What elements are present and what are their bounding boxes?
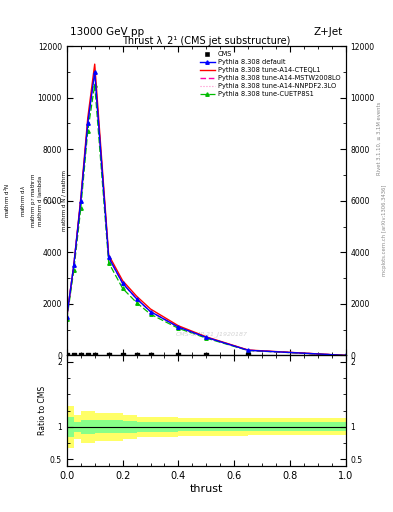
Title: Thrust λ_2¹ (CMS jet substructure): Thrust λ_2¹ (CMS jet substructure): [122, 35, 290, 46]
Text: mcplots.cern.ch [arXiv:1306.3436]: mcplots.cern.ch [arXiv:1306.3436]: [382, 185, 387, 276]
X-axis label: thrust: thrust: [190, 483, 223, 494]
Pythia 8.308 tune-A14-CTEQL1: [72, 262, 76, 268]
Pythia 8.308 tune-A14-NNPDF2.3LO: [85, 118, 90, 124]
Pythia 8.308 tune-A14-NNPDF2.3LO: [120, 280, 125, 286]
Text: 13000 GeV pp: 13000 GeV pp: [70, 27, 144, 37]
Line: Pythia 8.308 tune-A14-NNPDF2.3LO: Pythia 8.308 tune-A14-NNPDF2.3LO: [67, 69, 346, 355]
Pythia 8.308 default: [64, 314, 69, 320]
Pythia 8.308 tune-A14-CTEQL1: [176, 323, 181, 329]
Y-axis label: Ratio to CMS: Ratio to CMS: [38, 386, 47, 435]
Pythia 8.308 tune-CUETP8S1: [148, 311, 153, 317]
Line: Pythia 8.308 tune-A14-CTEQL1: Pythia 8.308 tune-A14-CTEQL1: [67, 64, 346, 355]
Pythia 8.308 tune-CUETP8S1: [120, 285, 125, 291]
Pythia 8.308 default: [92, 69, 97, 75]
CMS: [175, 351, 182, 359]
Pythia 8.308 tune-A14-NNPDF2.3LO: [79, 197, 83, 203]
Pythia 8.308 tune-A14-MSTW2008LO: [134, 295, 139, 302]
Pythia 8.308 default: [246, 347, 251, 353]
CMS: [245, 351, 252, 359]
Pythia 8.308 tune-A14-CTEQL1: [85, 115, 90, 121]
CMS: [147, 351, 154, 359]
Pythia 8.308 tune-CUETP8S1: [134, 300, 139, 306]
Text: Rivet 3.1.10, ≥ 3.1M events: Rivet 3.1.10, ≥ 3.1M events: [377, 101, 382, 175]
CMS: [119, 351, 126, 359]
Pythia 8.308 tune-A14-CTEQL1: [106, 252, 111, 258]
Line: Pythia 8.308 default: Pythia 8.308 default: [65, 70, 347, 357]
Y-axis label: mathrm d$^2$N

mathrm d$\lambda$
mathrm p$_T$ mathrm
mathrm d lambda

1

mathrm : mathrm d$^2$N mathrm d$\lambda$ mathrm p…: [3, 170, 67, 231]
Pythia 8.308 tune-A14-MSTW2008LO: [85, 120, 90, 126]
Pythia 8.308 tune-CUETP8S1: [106, 260, 111, 266]
CMS: [78, 351, 84, 359]
Pythia 8.308 tune-A14-CTEQL1: [343, 352, 348, 358]
Pythia 8.308 tune-CUETP8S1: [79, 205, 83, 211]
Line: Pythia 8.308 tune-A14-MSTW2008LO: Pythia 8.308 tune-A14-MSTW2008LO: [67, 72, 346, 355]
Pythia 8.308 tune-A14-CTEQL1: [120, 278, 125, 284]
Pythia 8.308 tune-A14-MSTW2008LO: [106, 254, 111, 261]
Pythia 8.308 tune-A14-MSTW2008LO: [246, 347, 251, 353]
Pythia 8.308 tune-CUETP8S1: [176, 325, 181, 331]
CMS: [71, 351, 77, 359]
Pythia 8.308 tune-CUETP8S1: [343, 352, 348, 358]
Pythia 8.308 tune-A14-CTEQL1: [92, 61, 97, 67]
Pythia 8.308 tune-A14-MSTW2008LO: [148, 309, 153, 315]
Pythia 8.308 tune-CUETP8S1: [246, 348, 251, 354]
Pythia 8.308 default: [134, 295, 139, 302]
Pythia 8.308 default: [204, 334, 209, 340]
Line: Pythia 8.308 tune-CUETP8S1: Pythia 8.308 tune-CUETP8S1: [65, 83, 347, 357]
Pythia 8.308 tune-A14-CTEQL1: [148, 306, 153, 312]
Pythia 8.308 tune-A14-NNPDF2.3LO: [204, 334, 209, 340]
Pythia 8.308 tune-A14-MSTW2008LO: [72, 262, 76, 268]
Pythia 8.308 tune-A14-CTEQL1: [134, 293, 139, 299]
Pythia 8.308 tune-A14-MSTW2008LO: [79, 198, 83, 204]
CMS: [64, 351, 70, 359]
Pythia 8.308 tune-CUETP8S1: [64, 316, 69, 323]
CMS: [134, 351, 140, 359]
Pythia 8.308 tune-A14-NNPDF2.3LO: [64, 314, 69, 320]
Pythia 8.308 tune-CUETP8S1: [72, 267, 76, 273]
Pythia 8.308 tune-A14-NNPDF2.3LO: [343, 352, 348, 358]
Pythia 8.308 tune-A14-MSTW2008LO: [204, 334, 209, 340]
CMS: [203, 351, 209, 359]
Pythia 8.308 default: [79, 198, 83, 204]
Pythia 8.308 default: [343, 352, 348, 358]
Pythia 8.308 tune-A14-NNPDF2.3LO: [72, 262, 76, 268]
Pythia 8.308 tune-A14-NNPDF2.3LO: [134, 295, 139, 302]
Pythia 8.308 tune-A14-MSTW2008LO: [120, 280, 125, 286]
Pythia 8.308 tune-A14-MSTW2008LO: [92, 69, 97, 75]
Text: Z+Jet: Z+Jet: [314, 27, 343, 37]
Legend: CMS, Pythia 8.308 default, Pythia 8.308 tune-A14-CTEQL1, Pythia 8.308 tune-A14-M: CMS, Pythia 8.308 default, Pythia 8.308 …: [198, 50, 343, 99]
Pythia 8.308 tune-A14-NNPDF2.3LO: [106, 253, 111, 259]
Pythia 8.308 tune-CUETP8S1: [204, 335, 209, 341]
Pythia 8.308 default: [72, 262, 76, 268]
Pythia 8.308 tune-A14-MSTW2008LO: [343, 352, 348, 358]
Pythia 8.308 default: [176, 324, 181, 330]
Pythia 8.308 tune-A14-CTEQL1: [204, 334, 209, 340]
CMS: [84, 351, 91, 359]
Pythia 8.308 tune-A14-MSTW2008LO: [176, 324, 181, 330]
Pythia 8.308 default: [85, 120, 90, 126]
Pythia 8.308 default: [120, 280, 125, 286]
Pythia 8.308 tune-A14-CTEQL1: [246, 347, 251, 353]
Pythia 8.308 tune-A14-NNPDF2.3LO: [246, 347, 251, 353]
Pythia 8.308 tune-A14-CTEQL1: [79, 195, 83, 201]
Pythia 8.308 default: [106, 254, 111, 261]
Pythia 8.308 tune-A14-CTEQL1: [64, 314, 69, 320]
CMS: [92, 351, 98, 359]
Pythia 8.308 tune-A14-NNPDF2.3LO: [176, 324, 181, 330]
Pythia 8.308 tune-A14-NNPDF2.3LO: [148, 308, 153, 314]
Pythia 8.308 tune-A14-NNPDF2.3LO: [92, 66, 97, 72]
Pythia 8.308 tune-A14-MSTW2008LO: [64, 314, 69, 320]
CMS: [105, 351, 112, 359]
Pythia 8.308 default: [148, 309, 153, 315]
Pythia 8.308 tune-CUETP8S1: [92, 82, 97, 88]
Pythia 8.308 tune-CUETP8S1: [85, 128, 90, 134]
Text: CMS-SMP-21_J1920187: CMS-SMP-21_J1920187: [176, 331, 248, 337]
